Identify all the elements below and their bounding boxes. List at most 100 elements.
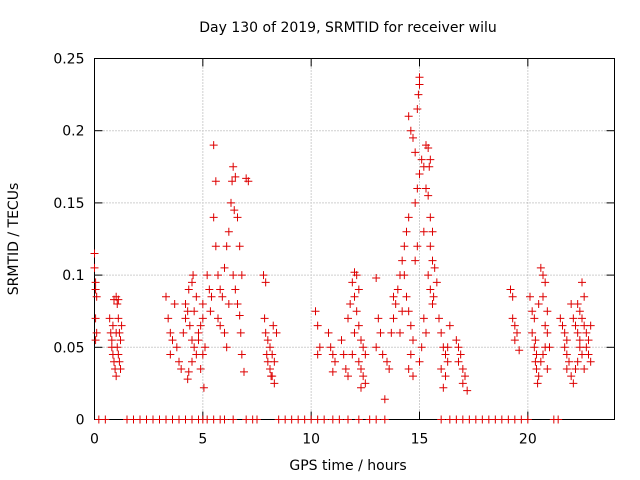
data-point (508, 314, 517, 323)
data-point (406, 126, 415, 135)
data-point (236, 328, 245, 337)
data-point (539, 271, 547, 280)
data-point (385, 364, 394, 373)
data-point (530, 314, 539, 323)
data-point (426, 213, 435, 222)
data-point (192, 292, 201, 301)
data-point (229, 271, 238, 280)
data-point (229, 162, 238, 171)
data-point (261, 328, 270, 337)
data-point (413, 184, 422, 193)
data-point (428, 256, 437, 265)
data-point (266, 343, 274, 352)
data-point (224, 299, 233, 308)
data-point (404, 364, 413, 373)
data-point (531, 336, 540, 345)
data-point (428, 299, 437, 308)
data-point (528, 328, 537, 337)
data-point (270, 379, 279, 388)
data-point (188, 357, 196, 366)
data-point (413, 105, 422, 114)
data-point (240, 367, 248, 376)
data-point (253, 415, 261, 424)
data-point (361, 379, 370, 388)
data-point (348, 350, 357, 359)
data-point (513, 328, 521, 337)
data-point (458, 364, 467, 373)
data-point (411, 256, 420, 265)
data-point (411, 148, 420, 157)
data-point (406, 350, 415, 359)
data-point (414, 90, 423, 99)
data-point (528, 307, 537, 316)
data-point (177, 364, 186, 373)
data-point (441, 372, 450, 381)
data-point (406, 321, 415, 330)
data-point (227, 198, 235, 207)
data-point (214, 271, 222, 280)
data-point (228, 177, 237, 186)
data-point (359, 343, 368, 352)
data-point (391, 299, 400, 308)
data-point (543, 364, 552, 373)
data-point (328, 367, 337, 376)
data-point (556, 314, 565, 323)
data-point (233, 299, 242, 308)
y-tick-label: 0.2 (62, 124, 84, 140)
data-point (110, 295, 118, 304)
data-point (315, 343, 324, 352)
data-point (263, 357, 272, 366)
data-point (357, 364, 365, 373)
data-point (562, 350, 571, 359)
data-point (437, 328, 446, 337)
data-point (115, 328, 124, 337)
data-point (545, 343, 554, 352)
data-point (454, 343, 463, 352)
data-point (105, 314, 114, 323)
data-point (91, 336, 100, 345)
data-point (575, 343, 584, 352)
data-point (562, 364, 571, 373)
data-point (571, 321, 580, 330)
data-point (584, 336, 593, 345)
data-point (205, 285, 214, 294)
data-point (560, 343, 569, 352)
data-point (409, 133, 417, 142)
data-point (328, 350, 337, 359)
x-tick-label: 0 (90, 432, 99, 448)
data-point (198, 314, 207, 323)
data-point (580, 364, 589, 373)
data-point (456, 350, 465, 359)
data-point (393, 285, 402, 294)
data-point (562, 336, 571, 345)
data-point (181, 299, 190, 308)
data-point (311, 307, 320, 316)
data-point (188, 278, 196, 287)
data-point (376, 328, 385, 337)
data-point (184, 285, 193, 294)
data-point (101, 415, 110, 424)
data-point (313, 350, 322, 359)
data-point (413, 242, 422, 251)
data-point (354, 357, 363, 366)
data-point (417, 343, 426, 352)
data-point (437, 415, 446, 424)
data-point (445, 321, 454, 330)
data-point (222, 343, 231, 352)
data-point (424, 271, 433, 280)
data-point (383, 357, 391, 366)
data-point (216, 321, 225, 330)
plot-frame (94, 58, 615, 420)
data-point (575, 336, 584, 345)
data-point (425, 162, 434, 171)
data-point (175, 357, 183, 366)
data-point (220, 263, 229, 272)
data-point (231, 285, 240, 294)
data-points (90, 73, 595, 424)
data-point (320, 415, 329, 424)
data-point (237, 350, 246, 359)
y-tick-label: 0.05 (53, 340, 84, 356)
data-point (506, 285, 515, 294)
data-point (354, 285, 363, 294)
data-point (536, 263, 545, 272)
